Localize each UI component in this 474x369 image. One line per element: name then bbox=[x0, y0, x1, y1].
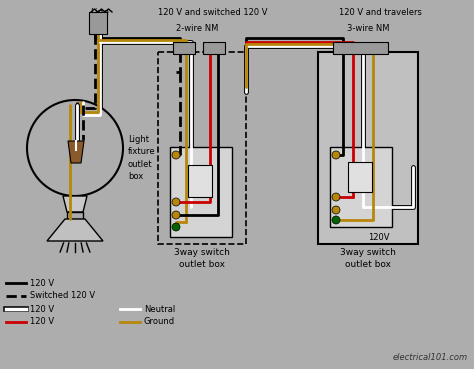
Polygon shape bbox=[47, 219, 103, 241]
Polygon shape bbox=[68, 141, 84, 163]
Bar bbox=[67, 212, 83, 219]
Circle shape bbox=[172, 223, 180, 231]
Circle shape bbox=[172, 151, 180, 159]
Bar bbox=[89, 12, 107, 34]
Text: 120 V: 120 V bbox=[30, 279, 54, 287]
Bar bbox=[158, 52, 246, 244]
Text: 3-wire NM: 3-wire NM bbox=[347, 24, 389, 33]
Text: 120 V and switched 120 V: 120 V and switched 120 V bbox=[158, 8, 268, 17]
Text: 3way switch
outlet box: 3way switch outlet box bbox=[340, 248, 396, 269]
Circle shape bbox=[332, 193, 340, 201]
Bar bbox=[330, 147, 392, 227]
Circle shape bbox=[332, 151, 340, 159]
Text: 120 V: 120 V bbox=[30, 317, 54, 327]
Text: 120V: 120V bbox=[368, 233, 390, 242]
Text: Neutral: Neutral bbox=[144, 304, 175, 314]
Circle shape bbox=[27, 100, 123, 196]
Text: electrical101.com: electrical101.com bbox=[393, 353, 468, 362]
Text: Switched 120 V: Switched 120 V bbox=[30, 292, 95, 300]
Text: 120 V and travelers: 120 V and travelers bbox=[338, 8, 421, 17]
Bar bbox=[173, 42, 195, 54]
Text: 3way switch
outlet box: 3way switch outlet box bbox=[174, 248, 230, 269]
Bar bbox=[170, 147, 232, 237]
Circle shape bbox=[172, 198, 180, 206]
Circle shape bbox=[332, 206, 340, 214]
Text: Light
fixture
outlet
box: Light fixture outlet box bbox=[128, 135, 155, 181]
Text: 2-wire NM: 2-wire NM bbox=[176, 24, 218, 33]
Text: Line: Line bbox=[91, 8, 109, 17]
Text: 120 V: 120 V bbox=[30, 304, 54, 314]
Bar bbox=[333, 42, 388, 54]
Text: Ground: Ground bbox=[144, 317, 175, 327]
Polygon shape bbox=[63, 196, 87, 212]
Bar bbox=[188, 165, 212, 197]
Bar bbox=[203, 42, 225, 54]
Circle shape bbox=[332, 216, 340, 224]
Circle shape bbox=[172, 211, 180, 219]
Bar bbox=[318, 52, 418, 244]
Bar bbox=[348, 162, 372, 192]
